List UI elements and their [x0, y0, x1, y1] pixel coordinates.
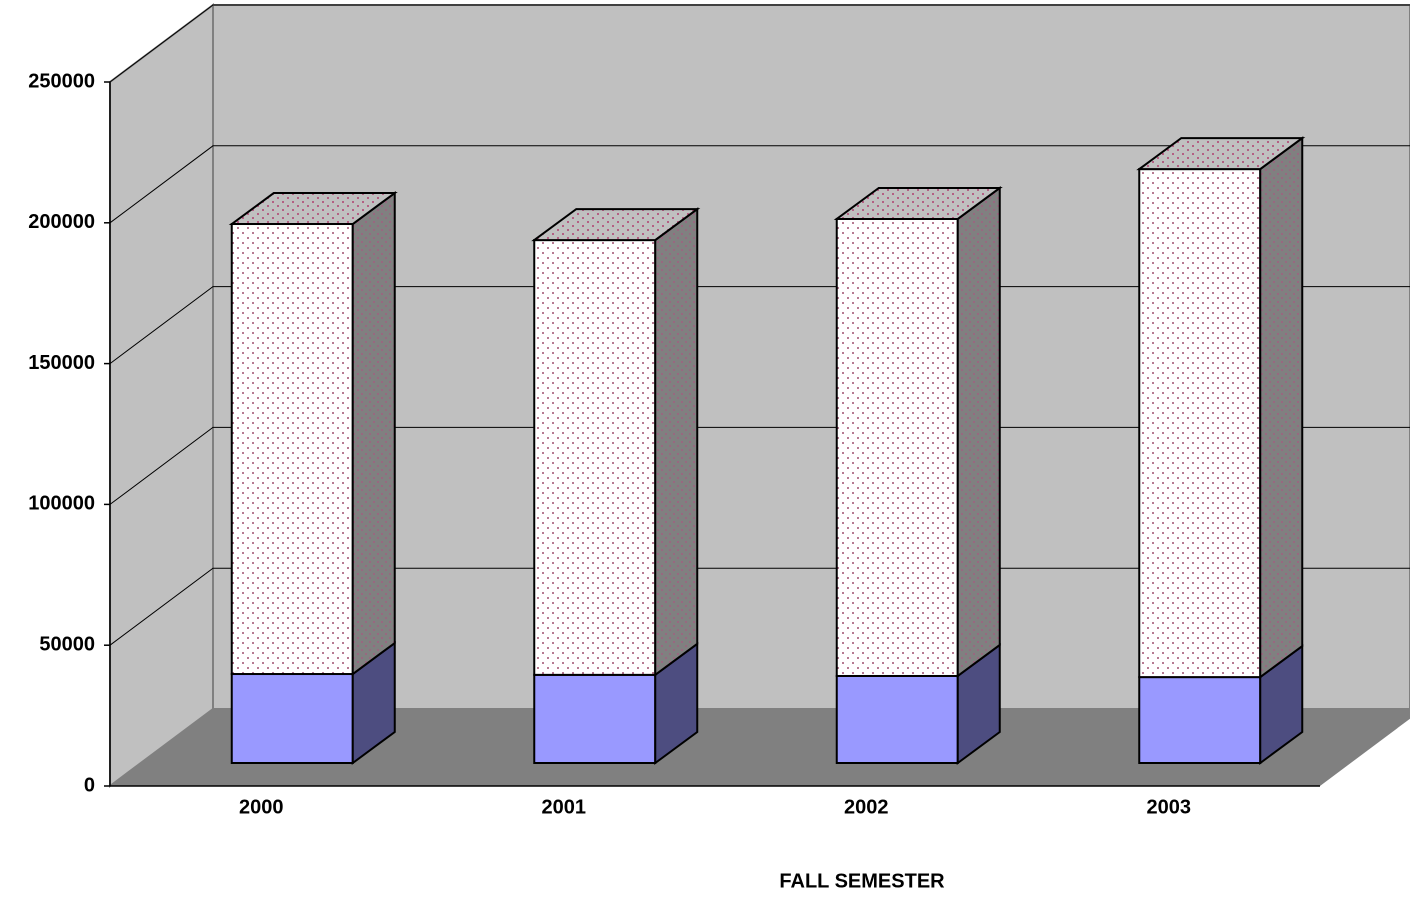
x-tick-label: 2001 — [542, 796, 587, 818]
bar-front — [1138, 676, 1262, 764]
bar-front — [835, 217, 959, 677]
bar-top — [228, 192, 398, 226]
bar-front — [230, 223, 354, 676]
side-wall — [109, 3, 214, 788]
bar-front — [835, 674, 959, 764]
y-tick-label: 200000 — [28, 211, 95, 233]
bar-top — [531, 208, 701, 242]
y-tick-label: 0 — [84, 774, 95, 796]
y-tick-label: 150000 — [28, 352, 95, 374]
bar-top — [833, 186, 1003, 220]
x-tick-label: 2000 — [239, 796, 284, 818]
bar-side — [654, 207, 699, 677]
bar-top — [1136, 137, 1306, 171]
bar-front — [533, 673, 657, 764]
bar-front — [230, 673, 354, 765]
x-axis-title: FALL SEMESTER — [779, 870, 945, 892]
x-tick-label: 2003 — [1147, 796, 1192, 818]
bar-front — [1138, 168, 1262, 679]
bar-side — [956, 185, 1001, 678]
grid-line — [109, 567, 1410, 646]
grid-line — [109, 145, 1410, 224]
bar-side — [1259, 136, 1304, 680]
y-tick-label: 50000 — [39, 633, 95, 655]
y-tick-label: 250000 — [28, 70, 95, 92]
bar-front — [533, 239, 657, 676]
bar-side — [351, 191, 396, 676]
grid-line — [109, 4, 1410, 83]
x-tick-label: 2002 — [844, 796, 889, 818]
floor — [110, 709, 1410, 786]
y-tick-label: 100000 — [28, 493, 95, 515]
grid-line — [109, 426, 1410, 505]
grid-line — [109, 286, 1410, 365]
